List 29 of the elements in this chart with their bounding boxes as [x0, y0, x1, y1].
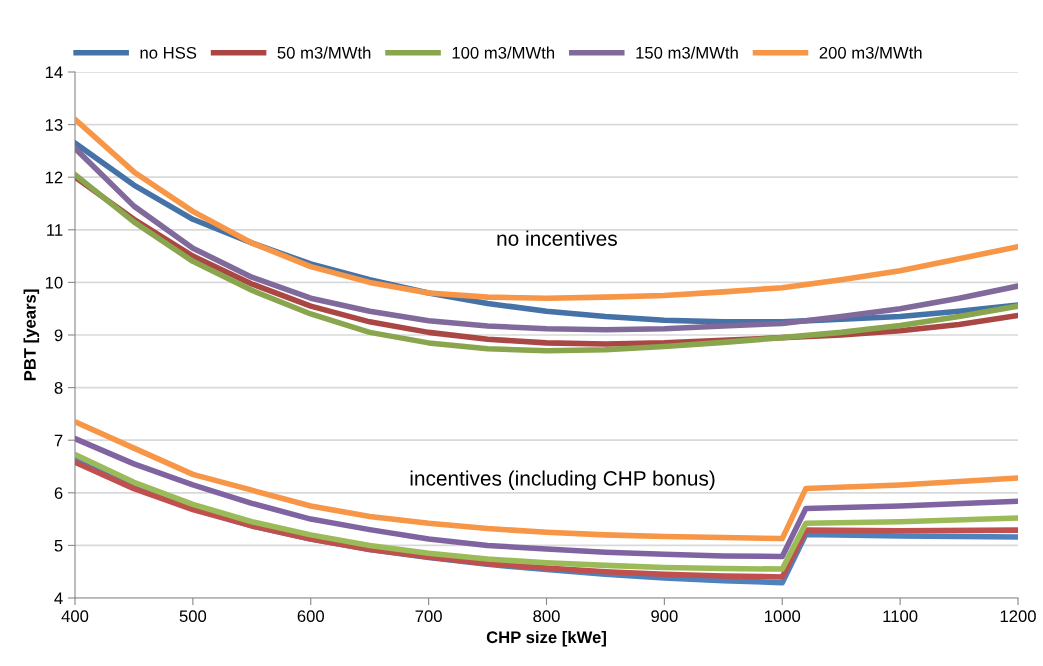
y-axis-title: PBT [years]: [23, 289, 40, 381]
legend-label: 100 m3/MWth: [452, 46, 555, 59]
y-tick-label: 12: [45, 171, 63, 184]
x-tick-label: 400: [61, 610, 89, 623]
y-tick-label: 9: [54, 329, 63, 342]
y-tick-label: 7: [54, 434, 63, 447]
x-tick-label: 1100: [883, 610, 918, 623]
x-tick-label: 900: [651, 610, 678, 623]
x-axis-title: CHP size [kWe]: [486, 630, 606, 647]
y-tick-label: 14: [45, 66, 63, 79]
y-tick-label: 13: [45, 119, 63, 131]
legend-label: 200 m3/MWth: [819, 46, 922, 59]
y-tick-label: 6: [54, 487, 63, 499]
y-tick-label: 5: [54, 539, 63, 552]
x-tick-label: 800: [533, 610, 560, 623]
x-tick-label: 700: [415, 610, 442, 623]
x-tick-label: 500: [179, 610, 207, 623]
annotation: incentives (including CHP bonus): [410, 470, 715, 490]
y-tick-label: 4: [54, 592, 63, 605]
annotation: no incentives: [497, 230, 617, 246]
legend-label: 50 m3/MWth: [277, 46, 371, 59]
y-tick-label: 11: [47, 224, 63, 236]
x-tick-label: 1000: [764, 610, 801, 623]
legend-label: 150 m3/MWth: [636, 46, 738, 59]
y-tick-label: 10: [45, 276, 63, 289]
legend-label: no HSS: [140, 46, 197, 59]
y-tick-label: 8: [54, 382, 63, 394]
x-tick-label: 1200: [1000, 610, 1036, 623]
x-tick-label: 600: [297, 610, 324, 623]
